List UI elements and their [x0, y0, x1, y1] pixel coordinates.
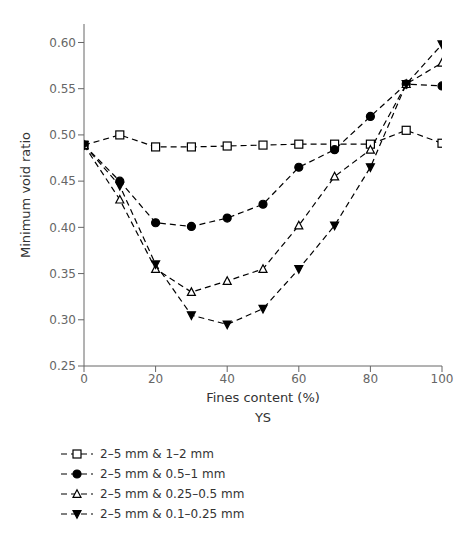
svg-text:YS: YS: [254, 410, 271, 425]
svg-text:0.55: 0.55: [49, 82, 76, 96]
svg-text:0: 0: [80, 372, 88, 386]
svg-text:0.50: 0.50: [49, 128, 76, 142]
html-text:2–5 mm & 0.1–0.25 mm: 2–5 mm & 0.1–0.25 mm: [100, 507, 245, 521]
html-text:2–5 mm & 0.25–0.5 mm: 2–5 mm & 0.25–0.5 mm: [100, 487, 245, 501]
svg-text:100: 100: [431, 372, 454, 386]
svg-text:20: 20: [148, 372, 163, 386]
svg-text:0.25: 0.25: [49, 359, 76, 373]
svg-text:Minimum void ratio: Minimum void ratio: [18, 132, 33, 258]
svg-text:0.40: 0.40: [49, 221, 76, 235]
svg-text:80: 80: [363, 372, 378, 386]
svg-text:40: 40: [220, 372, 235, 386]
svg-text:60: 60: [291, 372, 306, 386]
svg-text:0.30: 0.30: [49, 313, 76, 327]
svg-text:0.60: 0.60: [49, 36, 76, 50]
html-text:2–5 mm & 1–2 mm: 2–5 mm & 1–2 mm: [100, 447, 214, 461]
svg-text:0.45: 0.45: [49, 174, 76, 188]
html-text:2–5 mm & 0.5–1 mm: 2–5 mm & 0.5–1 mm: [100, 467, 226, 481]
svg-text:0.35: 0.35: [49, 267, 76, 281]
svg-text:Fines content (%): Fines content (%): [206, 390, 320, 405]
